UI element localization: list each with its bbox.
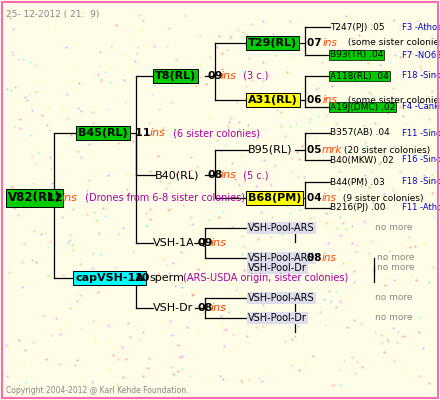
Text: ins: ins: [323, 38, 338, 48]
Text: mrk: mrk: [322, 145, 342, 155]
Text: ins: ins: [150, 128, 166, 138]
Text: 09: 09: [197, 238, 213, 248]
Text: F18 -Sinop62R: F18 -Sinop62R: [402, 72, 440, 80]
Text: no more: no more: [375, 314, 413, 322]
Text: F16 -Sinop72R: F16 -Sinop72R: [402, 156, 440, 164]
Text: (20 sister colonies): (20 sister colonies): [344, 146, 430, 154]
Text: 10: 10: [135, 273, 150, 283]
Text: B216(PJ) .00: B216(PJ) .00: [330, 204, 385, 212]
Text: B68(PM): B68(PM): [248, 193, 301, 203]
Text: capVSH-1A: capVSH-1A: [75, 273, 144, 283]
Text: no more: no more: [377, 264, 414, 272]
Text: VSH-Pool-Dr: VSH-Pool-Dr: [248, 263, 307, 273]
Text: V82(RL): V82(RL): [8, 192, 61, 204]
Text: VSH-Pool-ARS: VSH-Pool-ARS: [248, 253, 315, 263]
Text: (6 sister colonies): (6 sister colonies): [170, 128, 260, 138]
Text: F3 -Athos00R: F3 -Athos00R: [402, 22, 440, 32]
Text: A19J(DMC) .02: A19J(DMC) .02: [330, 102, 395, 112]
Text: F11 -AthosSt80R: F11 -AthosSt80R: [402, 204, 440, 212]
Text: no more: no more: [377, 254, 414, 262]
Text: sperm: sperm: [149, 273, 184, 283]
Text: VSH-1A-Q: VSH-1A-Q: [153, 238, 208, 248]
Text: B44(PM) .03: B44(PM) .03: [330, 178, 385, 186]
Text: T247(PJ) .05: T247(PJ) .05: [330, 22, 385, 32]
Text: ins: ins: [322, 253, 337, 263]
Text: F18 -Sinop62R: F18 -Sinop62R: [402, 178, 440, 186]
Text: F4 -Cankiri97Q: F4 -Cankiri97Q: [402, 102, 440, 112]
Text: A118(RL) .04: A118(RL) .04: [330, 72, 389, 80]
Text: 12: 12: [47, 193, 66, 203]
Text: A31(RL): A31(RL): [248, 95, 298, 105]
Text: 06: 06: [307, 95, 325, 105]
Text: Copyright 2004-2012 @ Karl Kehde Foundation.: Copyright 2004-2012 @ Karl Kehde Foundat…: [6, 386, 188, 395]
Text: B45(RL): B45(RL): [78, 128, 128, 138]
Text: (ARS-USDA origin, sister colonies): (ARS-USDA origin, sister colonies): [183, 273, 348, 283]
Text: 08: 08: [197, 303, 213, 313]
Text: B93(TR) .04: B93(TR) .04: [330, 50, 383, 60]
Text: (5 c.): (5 c.): [240, 170, 268, 180]
Text: B95(RL): B95(RL): [248, 145, 293, 155]
Text: B40(MKW) .02: B40(MKW) .02: [330, 156, 394, 164]
Text: ins: ins: [221, 71, 237, 81]
Text: 07: 07: [307, 38, 325, 48]
Text: (3 c.): (3 c.): [240, 71, 268, 81]
Text: F11 -SinopEgg86R: F11 -SinopEgg86R: [402, 128, 440, 138]
Text: 08: 08: [307, 253, 325, 263]
Text: VSH-Pool-ARS: VSH-Pool-ARS: [248, 293, 315, 303]
Text: ins: ins: [211, 303, 227, 313]
Text: T29(RL): T29(RL): [248, 38, 297, 48]
Text: 25- 12-2012 ( 21:  9): 25- 12-2012 ( 21: 9): [6, 10, 99, 19]
Text: no more: no more: [375, 294, 413, 302]
Text: B40(RL): B40(RL): [155, 170, 199, 180]
Text: ins: ins: [322, 193, 337, 203]
Text: (Drones from 6-8 sister colonies): (Drones from 6-8 sister colonies): [82, 193, 245, 203]
Text: ins: ins: [221, 170, 237, 180]
Text: ins: ins: [62, 193, 78, 203]
Text: 04: 04: [307, 193, 325, 203]
Text: ins: ins: [211, 238, 227, 248]
Text: 08: 08: [207, 170, 222, 180]
Text: (some sister colonies): (some sister colonies): [345, 96, 440, 104]
Text: ins: ins: [323, 95, 338, 105]
Text: 11: 11: [135, 128, 154, 138]
Text: (some sister colonies): (some sister colonies): [345, 38, 440, 48]
Text: (9 sister colonies): (9 sister colonies): [340, 194, 423, 202]
Text: no more: no more: [375, 224, 413, 232]
Text: 09: 09: [207, 71, 223, 81]
Text: T8(RL): T8(RL): [155, 71, 196, 81]
Text: F7 -NO6294R: F7 -NO6294R: [402, 50, 440, 60]
Text: VSH-Dr: VSH-Dr: [153, 303, 193, 313]
Text: B357(AB) .04: B357(AB) .04: [330, 128, 390, 138]
Text: VSH-Pool-ARS: VSH-Pool-ARS: [248, 223, 315, 233]
Text: 05: 05: [307, 145, 325, 155]
Text: VSH-Pool-Dr: VSH-Pool-Dr: [248, 313, 307, 323]
